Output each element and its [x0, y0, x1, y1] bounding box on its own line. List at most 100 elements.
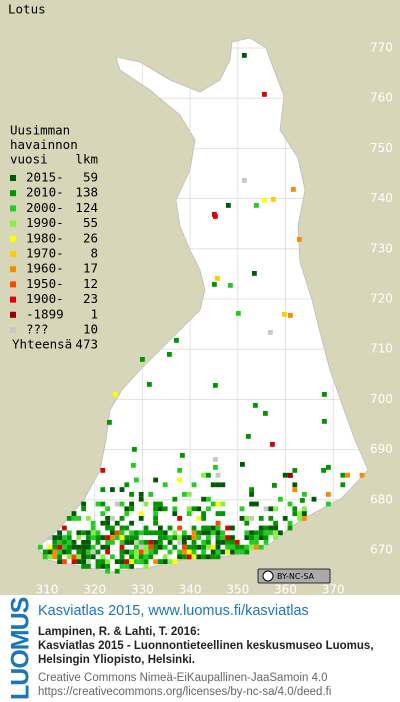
observation-square [206, 530, 211, 536]
legend-count: 17 [83, 261, 98, 276]
observation-square [263, 525, 269, 531]
observation-square [90, 530, 96, 536]
observation-square [253, 403, 258, 408]
observation-square [129, 554, 134, 560]
observation-square [71, 511, 77, 516]
observation-square [228, 283, 233, 288]
observation-square [105, 568, 110, 574]
legend-label: 1970- [26, 246, 64, 261]
observation-square [153, 511, 158, 516]
observation-square [213, 383, 218, 388]
observation-square [143, 501, 149, 507]
observation-square [220, 530, 226, 536]
observation-square [201, 530, 206, 536]
observation-square [114, 530, 120, 536]
observation-square [158, 540, 163, 545]
observation-square [263, 411, 268, 416]
observation-square [239, 544, 245, 550]
observation-square [271, 197, 276, 202]
observation-square [242, 53, 247, 58]
legend-label: 1960- [26, 261, 64, 276]
observation-square [119, 559, 125, 564]
observation-square [234, 540, 240, 545]
observation-square [95, 549, 101, 555]
observation-square [191, 530, 197, 536]
observation-square [76, 559, 82, 564]
observation-square [263, 506, 269, 512]
observation-square [201, 525, 206, 531]
observation-square [100, 487, 106, 492]
observation-square [162, 506, 168, 512]
legend-label: 2010- [26, 185, 64, 200]
observation-square [81, 544, 86, 550]
observation-square [206, 535, 211, 540]
legend-label: 1990- [26, 215, 64, 230]
observation-square [114, 501, 120, 507]
observation-square [282, 312, 287, 317]
observation-square [153, 549, 158, 555]
observation-square [236, 311, 241, 316]
observation-square [76, 516, 82, 521]
observation-square [62, 540, 67, 545]
y-axis-label: 760 [370, 91, 393, 105]
observation-square [268, 330, 273, 335]
legend-swatch [10, 175, 16, 181]
observation-square [153, 516, 158, 521]
observation-square [158, 530, 163, 536]
observation-square [124, 535, 130, 540]
observation-square [62, 525, 67, 531]
observation-square [262, 198, 267, 203]
observation-square [124, 559, 130, 564]
observation-square [66, 540, 72, 545]
observation-square [292, 511, 298, 516]
observation-square [100, 564, 106, 569]
observation-square [230, 535, 235, 540]
observation-square [95, 564, 101, 569]
observation-square [105, 535, 110, 540]
observation-square [86, 554, 91, 560]
observation-square [321, 468, 326, 473]
observation-square [138, 496, 144, 502]
observation-square [196, 516, 202, 521]
observation-square [191, 525, 197, 531]
observation-square [287, 520, 293, 526]
observation-square [167, 525, 173, 531]
observation-square [86, 540, 91, 545]
observation-square [52, 554, 58, 560]
observation-square [131, 463, 136, 468]
observation-square [105, 506, 110, 512]
observation-square [158, 525, 163, 531]
observation-square [302, 516, 307, 521]
observation-square [201, 540, 206, 545]
observation-square [206, 525, 211, 531]
footer-citation: Lampinen, R. & Lahti, T. 2016: [38, 626, 200, 638]
observation-square [138, 544, 144, 550]
observation-square [86, 535, 91, 540]
observation-square [124, 525, 130, 531]
observation-square [292, 482, 298, 488]
observation-square [143, 564, 149, 569]
observation-square [71, 554, 77, 560]
observation-square [62, 535, 67, 540]
observation-square [100, 544, 106, 550]
observation-square [268, 506, 274, 512]
observation-square [210, 530, 216, 536]
observation-square [215, 276, 220, 281]
legend-swatch [10, 235, 16, 242]
legend-count: 10 [83, 322, 98, 337]
observation-square [95, 501, 101, 507]
observation-square [134, 477, 139, 483]
observation-square [153, 506, 158, 512]
map-title: Lotus [8, 2, 46, 17]
observation-square [86, 544, 91, 550]
observation-square [249, 501, 254, 507]
legend-swatch [10, 190, 16, 197]
observation-square [105, 520, 110, 526]
observation-square [167, 540, 173, 545]
legend-count: 8 [90, 246, 98, 261]
observation-square [167, 559, 173, 564]
observation-square [71, 544, 77, 550]
observation-square [210, 525, 216, 531]
observation-square [273, 525, 278, 531]
